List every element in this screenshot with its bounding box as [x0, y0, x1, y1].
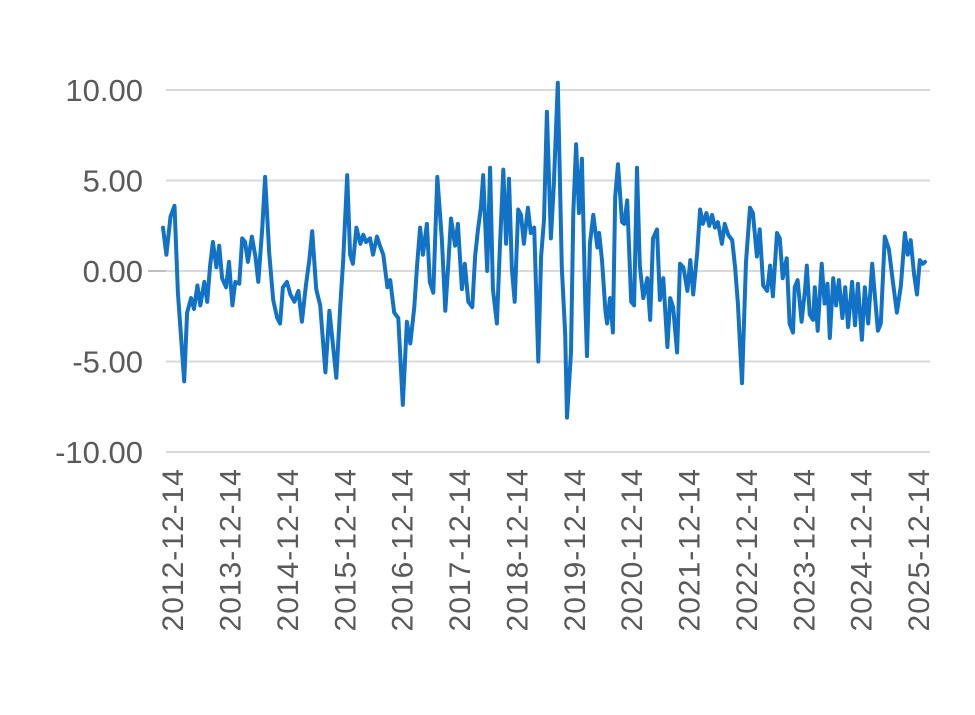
x-axis-label: 2013-12-14: [215, 468, 248, 631]
x-axis-label: 2017-12-14: [444, 468, 477, 631]
x-axis-label: 2022-12-14: [731, 468, 764, 631]
x-axis-label: 2019-12-14: [559, 468, 592, 631]
gridlines: [166, 89, 930, 453]
x-axis-label: 2014-12-14: [272, 468, 305, 631]
x-axis-label: 2024-12-14: [846, 468, 879, 631]
y-axis-label: 0.00: [83, 254, 143, 289]
x-axis-label: 2025-12-14: [903, 468, 936, 631]
y-axis-label: 10.00: [65, 73, 143, 108]
x-axis-label: 2018-12-14: [501, 468, 534, 631]
y-axis-label: -10.00: [55, 435, 143, 470]
y-axis-label: -5.00: [72, 344, 143, 379]
data-series-line: [161, 80, 927, 420]
y-axis-label: 5.00: [83, 163, 143, 198]
x-axis-label: 2012-12-14: [157, 468, 190, 631]
x-axis-labels: 2012-12-14 2013-12-14 2014-12-14 2015-12-14…: [157, 468, 936, 631]
x-axis-label: 2016-12-14: [387, 468, 420, 631]
y-axis-labels: 10.00 5.00 0.00 -5.00 -10.00: [55, 73, 143, 470]
plot-area: [161, 80, 927, 420]
x-axis-label: 2021-12-14: [674, 468, 707, 631]
x-axis-label: 2020-12-14: [616, 468, 649, 631]
x-axis-label: 2023-12-14: [788, 468, 821, 631]
x-axis-label: 2015-12-14: [329, 468, 362, 631]
